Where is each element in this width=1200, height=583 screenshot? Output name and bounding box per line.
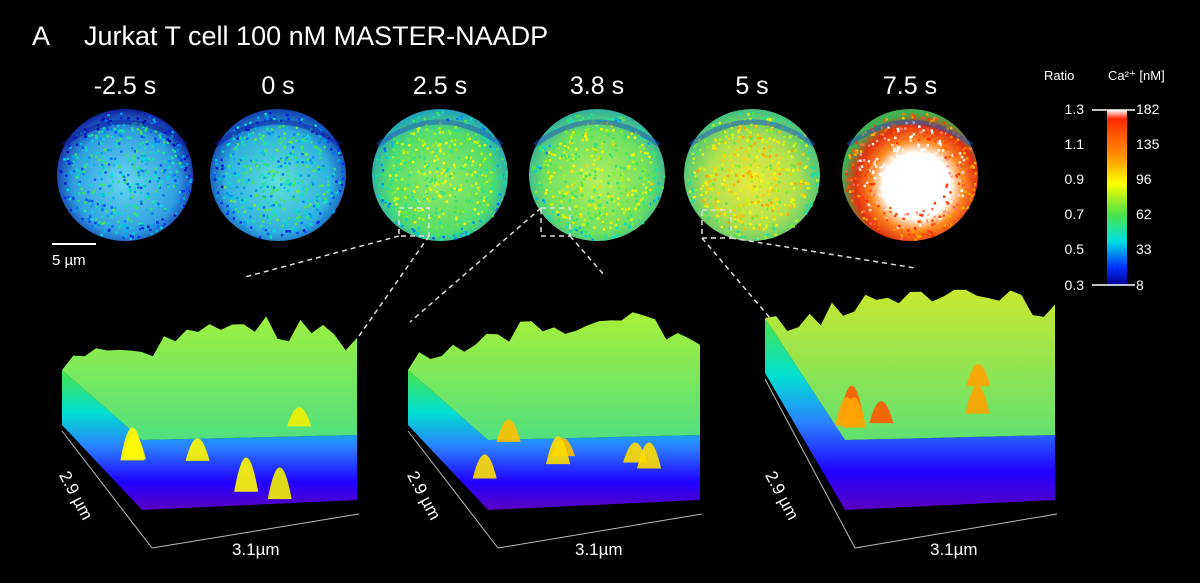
surface-y-axis [407,430,499,549]
timepoint-label: 5 s [735,72,769,100]
zoom-box-1 [398,207,430,237]
cell-image [210,109,346,241]
ratio-tick: 0.3 [1064,277,1084,293]
timepoint-label: 7.5 s [882,72,938,100]
panel-letter: A [32,21,51,51]
cell-image [372,109,508,241]
surface-peak [287,407,312,427]
cell-image [684,109,820,241]
surface-wall [765,318,1055,510]
ratio-tick: 0.7 [1064,206,1084,222]
ratio-tick: 0.5 [1064,241,1084,257]
scale-bar-label: 5 µm [52,252,86,269]
surface-peak [121,434,146,460]
panel-title: Jurkat T cell 100 nM MASTER-NAADP [84,21,549,51]
cell-texture [532,113,666,241]
cell-body [529,109,665,241]
zoom-indicators [244,207,916,357]
leader-line [409,207,542,323]
surface-x-axis-label: 3.1µm [232,540,280,559]
surface-peak [965,385,990,414]
surface-peak [842,397,867,428]
surface-y-axis [764,378,856,549]
surface-plot [764,289,1058,549]
surface-x-axis-label: 3.1µm [575,540,623,559]
cell-images [57,109,978,241]
cell-image [529,109,666,241]
surface-plot [61,316,360,549]
surface-peak [869,401,894,424]
cell-image [57,109,193,241]
timepoint-label: -2.5 s [93,72,157,100]
surface-x-axis-label: 3.1µm [930,540,978,559]
ca-tick: 33 [1136,241,1152,257]
leader-line [701,237,771,319]
cell-texture [845,113,977,241]
surface-peak [546,436,571,465]
surface-peak [966,364,991,387]
surface-top [408,312,700,440]
surface-plots [61,289,1058,549]
cell-texture [213,112,345,240]
cell-image [842,109,978,241]
surface-peak [267,467,292,500]
colorbar-ratio-header: Ratio [1044,68,1075,83]
ca-tick: 8 [1136,277,1144,293]
zoom-box-3 [701,209,732,239]
cell-body [210,109,346,241]
surface-peak [472,454,497,479]
leader-line [244,235,400,278]
surface-peak [234,457,259,492]
leader-line [730,237,916,269]
surface-peak [496,419,521,442]
surface-y-axis [61,430,153,549]
leader-line [569,235,606,277]
surface-x-axis [151,513,360,549]
zoom-box-2 [540,207,571,237]
surface-peak [185,438,210,461]
ratio-tick: 1.1 [1064,136,1084,152]
surface-x-axis [854,513,1058,549]
colorbar [1107,110,1127,285]
timepoint-label: 0 s [261,72,295,100]
ca-tick: 96 [1136,171,1152,187]
ca-tick: 135 [1136,136,1160,152]
surface-plot [407,312,703,549]
ratio-tick: 1.3 [1064,101,1084,117]
timepoint-label: 2.5 s [412,72,468,100]
surface-x-axis [497,513,703,549]
timepoint-label: 3.8 s [569,72,625,100]
leader-line [344,235,430,357]
surface-peak [637,442,662,469]
ca-tick: 62 [1136,206,1152,222]
ratio-tick: 0.9 [1064,171,1084,187]
ca-tick: 182 [1136,101,1160,117]
surface-top [62,316,357,440]
colorbar-ca-header: Ca²⁺ [nM] [1108,68,1165,83]
